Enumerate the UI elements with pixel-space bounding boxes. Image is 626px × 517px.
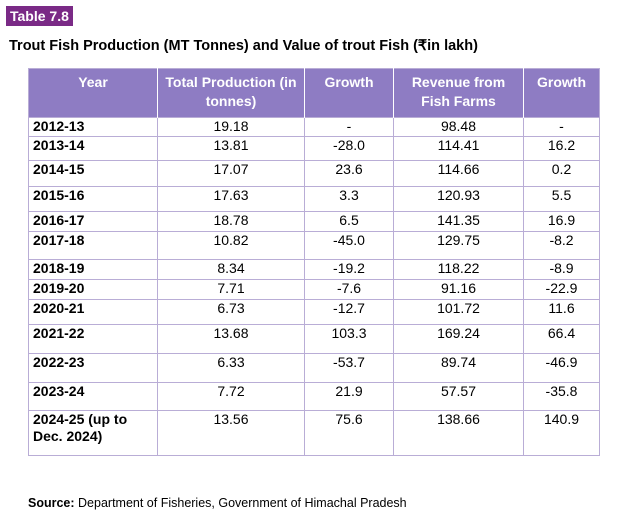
row-growth: -12.7: [304, 299, 394, 325]
row-production: 17.07: [157, 160, 305, 187]
row-growth: 75.6: [304, 410, 394, 456]
row-year: 2016-17: [28, 211, 158, 232]
table-body: 2012-13 19.18-98.48-2013-14 13.81 -28.0 114.…: [28, 117, 600, 456]
row-growth: 3.3: [304, 186, 394, 212]
row-revenue: 114.41: [393, 136, 524, 161]
row-revenue-growth: 0.2: [523, 160, 600, 187]
row-production: 10.82: [157, 231, 305, 260]
table-row: 2018-19 8.34 -19.2 118.22 -8.9: [28, 259, 600, 280]
row-production: 6.33: [157, 353, 305, 383]
table-row: 2019-20 7.71 -7.6 91.16 -22.9: [28, 279, 600, 300]
row-revenue-growth: -8.9: [523, 259, 600, 280]
row-production: 17.63: [157, 186, 305, 212]
row-year: 2012-13: [28, 117, 158, 137]
row-revenue: 101.72: [393, 299, 524, 325]
row-revenue-growth: 140.9: [523, 410, 600, 456]
row-revenue-growth: -35.8: [523, 382, 600, 411]
row-production: 7.72: [157, 382, 305, 411]
table-row: 2013-14 13.81 -28.0 114.41 16.2: [28, 136, 600, 161]
table-row: 2022-23 6.33 -53.7 89.74 -46.9: [28, 353, 600, 383]
row-revenue-growth: -8.2: [523, 231, 600, 260]
row-revenue-growth: -22.9: [523, 279, 600, 300]
row-revenue: 129.75: [393, 231, 524, 260]
table-row: 2017-18 10.82 -45.0 129.75 -8.2: [28, 231, 600, 260]
row-growth: -7.6: [304, 279, 394, 300]
row-growth: -53.7: [304, 353, 394, 383]
data-table: Year Total Production (in tonnes) Growth…: [28, 68, 600, 456]
table-number-tag: Table 7.8: [6, 6, 73, 26]
row-year: 2023-24: [28, 382, 158, 411]
table-row: 2024-25 (up to Dec. 2024) 13.56 75.6 138.66…: [28, 410, 600, 456]
row-year: 2014-15: [28, 160, 158, 187]
row-production: 13.56: [157, 410, 305, 456]
row-revenue: 141.35: [393, 211, 524, 232]
header-revenue: Revenue from Fish Farms: [393, 68, 524, 118]
row-production: 13.81: [157, 136, 305, 161]
row-growth: -: [304, 117, 394, 137]
row-growth: 21.9: [304, 382, 394, 411]
row-revenue: 118.22: [393, 259, 524, 280]
source-label: Source:: [28, 496, 75, 510]
row-revenue: 57.57: [393, 382, 524, 411]
row-production: 19.18: [157, 117, 305, 137]
source-text: Department of Fisheries, Government of H…: [74, 496, 407, 510]
table-row: 2023-24 7.72 21.9 57.57 -35.8: [28, 382, 600, 411]
table-row: 2015-16 17.63 3.3 120.93 5.5: [28, 186, 600, 212]
table-row: 2012-13 19.18-98.48-: [28, 117, 600, 137]
header-revenue-growth: Growth: [523, 68, 600, 118]
row-production: 13.68: [157, 324, 305, 354]
row-revenue-growth: 16.9: [523, 211, 600, 232]
header-year: Year: [28, 68, 158, 118]
row-production: 6.73: [157, 299, 305, 325]
row-year: 2019-20: [28, 279, 158, 300]
row-year: 2018-19: [28, 259, 158, 280]
table-row: 2020-21 6.73 -12.7 101.72 11.6: [28, 299, 600, 325]
row-growth: -45.0: [304, 231, 394, 260]
row-revenue: 114.66: [393, 160, 524, 187]
row-year: 2021-22: [28, 324, 158, 354]
row-year: 2015-16: [28, 186, 158, 212]
row-revenue: 91.16: [393, 279, 524, 300]
row-year: 2024-25 (up to Dec. 2024): [28, 410, 158, 456]
header-growth: Growth: [304, 68, 394, 118]
table-title: Trout Fish Production (MT Tonnes) and Va…: [9, 38, 478, 54]
row-growth: -19.2: [304, 259, 394, 280]
row-revenue: 169.24: [393, 324, 524, 354]
row-growth: 23.6: [304, 160, 394, 187]
row-year: 2022-23: [28, 353, 158, 383]
row-production: 7.71: [157, 279, 305, 300]
row-revenue-growth: 16.2: [523, 136, 600, 161]
row-revenue-growth: -: [523, 117, 600, 137]
row-revenue-growth: 66.4: [523, 324, 600, 354]
table-row: 2021-22 13.68 103.3 169.24 66.4: [28, 324, 600, 354]
row-production: 8.34: [157, 259, 305, 280]
row-revenue: 89.74: [393, 353, 524, 383]
row-revenue: 138.66: [393, 410, 524, 456]
row-revenue: 120.93: [393, 186, 524, 212]
row-year: 2020-21: [28, 299, 158, 325]
row-production: 18.78: [157, 211, 305, 232]
row-revenue-growth: 11.6: [523, 299, 600, 325]
row-growth: -28.0: [304, 136, 394, 161]
row-growth: 6.5: [304, 211, 394, 232]
table-row: 2014-15 17.07 23.6 114.66 0.2: [28, 160, 600, 187]
table-row: 2016-17 18.78 6.5 141.35 16.9: [28, 211, 600, 232]
header-total-production: Total Production (in tonnes): [157, 68, 305, 118]
row-revenue-growth: 5.5: [523, 186, 600, 212]
row-revenue: 98.48: [393, 117, 524, 137]
table-header-row: Year Total Production (in tonnes) Growth…: [28, 68, 600, 118]
row-growth: 103.3: [304, 324, 394, 354]
row-year: 2017-18: [28, 231, 158, 260]
row-revenue-growth: -46.9: [523, 353, 600, 383]
row-year: 2013-14: [28, 136, 158, 161]
source-note: Source: Department of Fisheries, Governm…: [28, 496, 407, 510]
